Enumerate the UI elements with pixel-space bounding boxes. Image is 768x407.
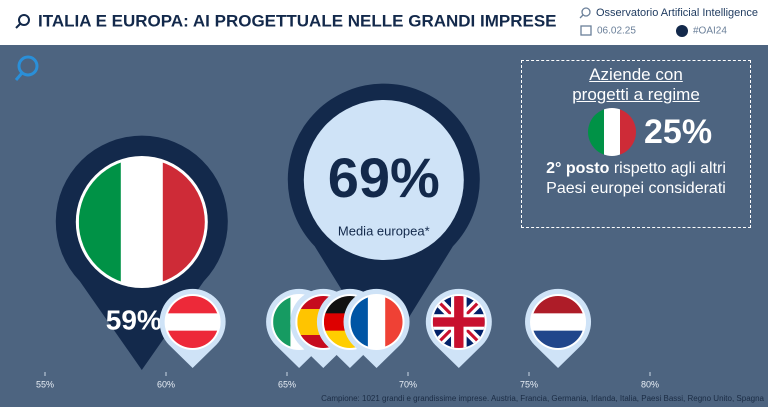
flag (78, 159, 205, 285)
flag-stripe (166, 296, 219, 314)
flag-stripe (532, 313, 585, 332)
flag-stripe (385, 296, 403, 348)
flag-stripe (588, 108, 605, 156)
header-bar (0, 0, 768, 45)
callout-desc: rispetto agli altri Paesi europei consid… (546, 160, 726, 197)
x-icon (676, 25, 688, 37)
callout-value: 25% (644, 113, 713, 151)
flag-stripe (166, 313, 219, 332)
tag: #OAI24 (693, 26, 727, 37)
flag (166, 296, 219, 348)
average-label: 69% (328, 146, 440, 209)
highlight-label: 59% (106, 304, 162, 335)
flag-stripe (350, 296, 369, 348)
note: Campione: 1021 grandi e grandissime impr… (321, 394, 764, 403)
flag-stripe (620, 108, 636, 156)
flag-stripe (273, 296, 291, 348)
flag-stripe (367, 296, 386, 348)
callout-bold: 2° posto (546, 160, 610, 177)
x-tick-label: 80% (641, 379, 659, 389)
x-tick-label: 55% (36, 379, 54, 389)
search-icon (15, 14, 30, 29)
title: ITALIA E EUROPA: AI PROGETTUALE NELLE GR… (38, 11, 557, 30)
flag (532, 296, 585, 348)
flag-stripe (532, 296, 585, 314)
callout-text: 2° posto rispetto agli altri Paesi europ… (532, 159, 740, 199)
flag-stripe (166, 330, 219, 348)
callout-title: Aziende con progetti a regime (572, 65, 700, 104)
header-icons (579, 7, 592, 36)
source: Osservatorio Artificial Intelligence (596, 7, 758, 19)
average-disc (303, 100, 464, 260)
average-caption: Media europea* (338, 223, 430, 238)
flag-stripe (120, 159, 164, 285)
x-tick-label: 75% (520, 379, 538, 389)
flag-stripe (532, 330, 585, 348)
flag (432, 296, 485, 348)
callout: Aziende con progetti a regime 25% 2° pos… (521, 60, 751, 228)
x-tick-label: 60% (157, 379, 175, 389)
date: 06.02.25 (597, 26, 636, 37)
logo-icon (14, 55, 39, 81)
flag-stripe (604, 108, 621, 156)
x-tick-label: 70% (399, 379, 417, 389)
flag (588, 108, 636, 156)
flag-cross (432, 317, 485, 327)
flag (350, 296, 403, 348)
x-tick-label: 65% (278, 379, 296, 389)
